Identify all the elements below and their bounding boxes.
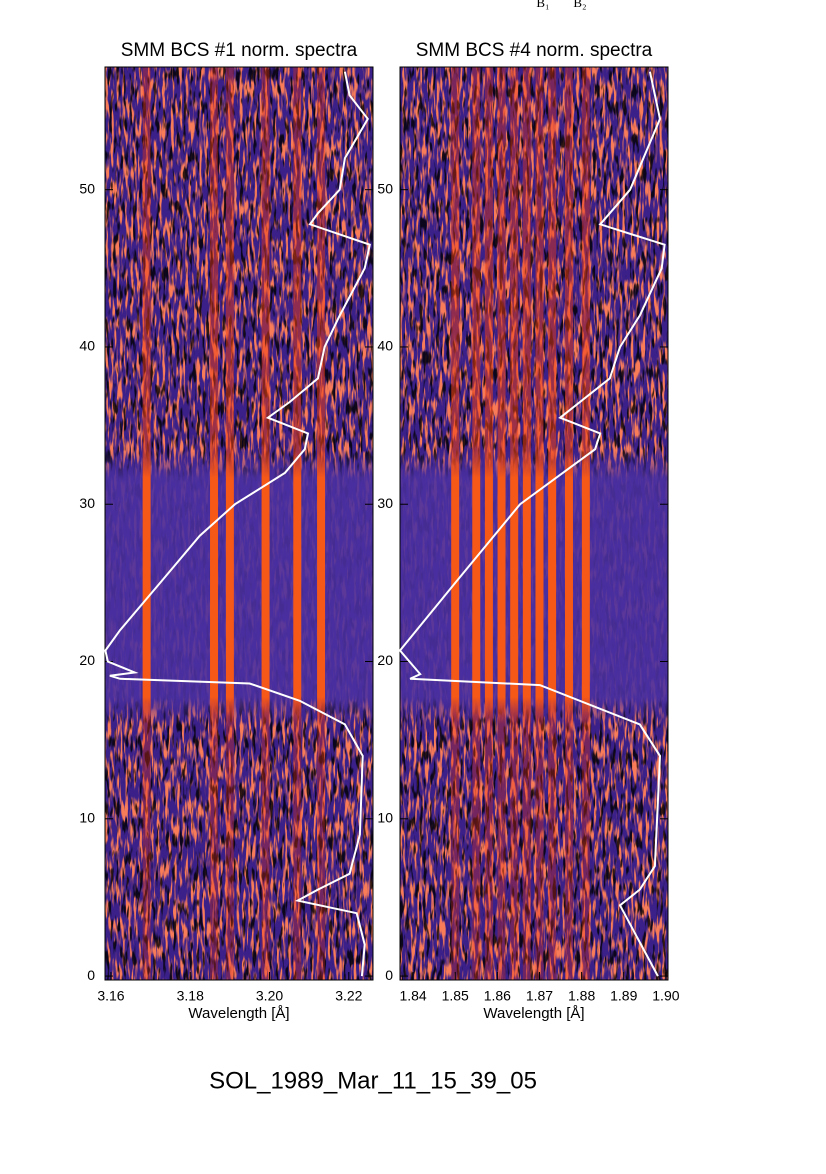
- heatmap-quiet-region: [400, 67, 668, 980]
- plot-area: [400, 67, 668, 980]
- x-axis-label: Wavelength [Å]: [483, 1005, 584, 1022]
- x-tick-label: 1.89: [610, 988, 637, 1004]
- spectral-line: [564, 67, 573, 980]
- y-tick-label: 50: [377, 180, 393, 196]
- caption: SOL_1989_Mar_11_15_39_05: [209, 1067, 537, 1094]
- y-tick-label: 30: [79, 495, 95, 511]
- chart-title: SMM BCS #4 norm. spectra: [416, 40, 653, 61]
- x-tick-label: 1.86: [484, 988, 511, 1004]
- annotation: B₂: [573, 0, 586, 10]
- y-tick-label: 20: [377, 652, 393, 668]
- x-tick-label: 3.20: [256, 988, 283, 1004]
- spectral-line: [225, 67, 234, 980]
- spectral-line: [484, 67, 493, 980]
- x-tick-label: 3.18: [177, 988, 204, 1004]
- x-tick-label: 1.88: [568, 988, 595, 1004]
- x-tick-label: 3.22: [335, 988, 362, 1004]
- spectral-line: [472, 67, 481, 980]
- x-tick-label: 1.87: [526, 988, 553, 1004]
- chart-title: SMM BCS #1 norm. spectra: [121, 40, 358, 61]
- y-tick-label: 0: [385, 967, 393, 983]
- plot-frame: [104, 66, 374, 981]
- spectral-line: [535, 67, 544, 980]
- spectral-line: [548, 67, 557, 980]
- y-tick-label: 20: [79, 652, 95, 668]
- spectral-line: [510, 67, 519, 980]
- spectral-line: [581, 67, 590, 980]
- y-tick-label: 40: [79, 338, 95, 354]
- x-tick-label: 3.16: [97, 988, 124, 1004]
- x-tick-label: 1.85: [442, 988, 469, 1004]
- spectral-line: [522, 67, 531, 980]
- x-tick-label: 1.90: [652, 988, 679, 1004]
- plot-area: [105, 67, 373, 980]
- x-axis-label: Wavelength [Å]: [188, 1005, 289, 1022]
- x-tick-label: 1.84: [399, 988, 426, 1004]
- light-curve: [104, 71, 371, 977]
- y-tick-label: 10: [79, 809, 95, 825]
- spectral-line: [142, 67, 151, 980]
- y-tick-label: 40: [377, 338, 393, 354]
- spectral-line: [497, 67, 506, 980]
- spectral-line: [293, 67, 302, 980]
- y-tick-label: 50: [79, 180, 95, 196]
- spectral-line: [261, 67, 270, 980]
- spectral-line: [451, 67, 460, 980]
- y-tick-label: 10: [377, 809, 393, 825]
- annotation: B₁: [536, 0, 549, 10]
- y-tick-label: 30: [377, 495, 393, 511]
- plot-frame: [399, 66, 669, 981]
- spectral-line: [317, 67, 326, 980]
- y-tick-label: 0: [87, 967, 95, 983]
- light-curve: [398, 71, 666, 977]
